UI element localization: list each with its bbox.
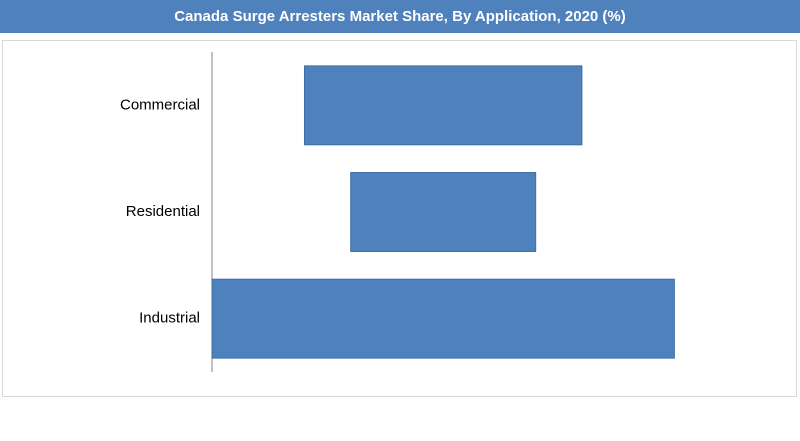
chart-title: Canada Surge Arresters Market Share, By … <box>174 8 626 25</box>
bar <box>303 65 583 146</box>
category-label: Commercial <box>120 96 200 113</box>
category-label: Residential <box>126 203 200 220</box>
category-label: Industrial <box>139 310 200 327</box>
title-bar <box>0 0 800 33</box>
bar <box>211 278 675 359</box>
bar <box>350 172 537 252</box>
plot-frame <box>2 40 797 397</box>
